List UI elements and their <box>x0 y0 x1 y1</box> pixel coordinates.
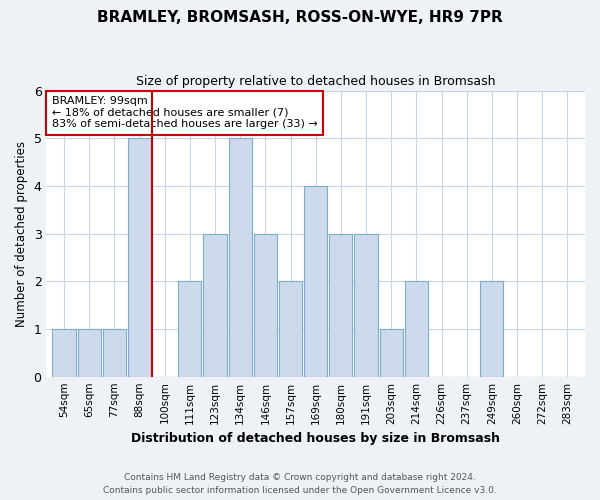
Title: Size of property relative to detached houses in Bromsash: Size of property relative to detached ho… <box>136 75 496 88</box>
Bar <box>329 234 352 376</box>
Bar <box>178 282 202 376</box>
Text: BRAMLEY, BROMSASH, ROSS-ON-WYE, HR9 7PR: BRAMLEY, BROMSASH, ROSS-ON-WYE, HR9 7PR <box>97 10 503 25</box>
Bar <box>279 282 302 376</box>
Bar <box>304 186 327 376</box>
Bar <box>405 282 428 376</box>
Y-axis label: Number of detached properties: Number of detached properties <box>15 140 28 326</box>
Bar <box>229 138 252 376</box>
Bar <box>355 234 377 376</box>
X-axis label: Distribution of detached houses by size in Bromsash: Distribution of detached houses by size … <box>131 432 500 445</box>
Bar <box>103 329 126 376</box>
Bar <box>254 234 277 376</box>
Text: BRAMLEY: 99sqm
← 18% of detached houses are smaller (7)
83% of semi-detached hou: BRAMLEY: 99sqm ← 18% of detached houses … <box>52 96 317 130</box>
Bar <box>481 282 503 376</box>
Bar <box>52 329 76 376</box>
Bar <box>203 234 227 376</box>
Bar <box>128 138 151 376</box>
Text: Contains HM Land Registry data © Crown copyright and database right 2024.
Contai: Contains HM Land Registry data © Crown c… <box>103 474 497 495</box>
Bar <box>77 329 101 376</box>
Bar <box>380 329 403 376</box>
